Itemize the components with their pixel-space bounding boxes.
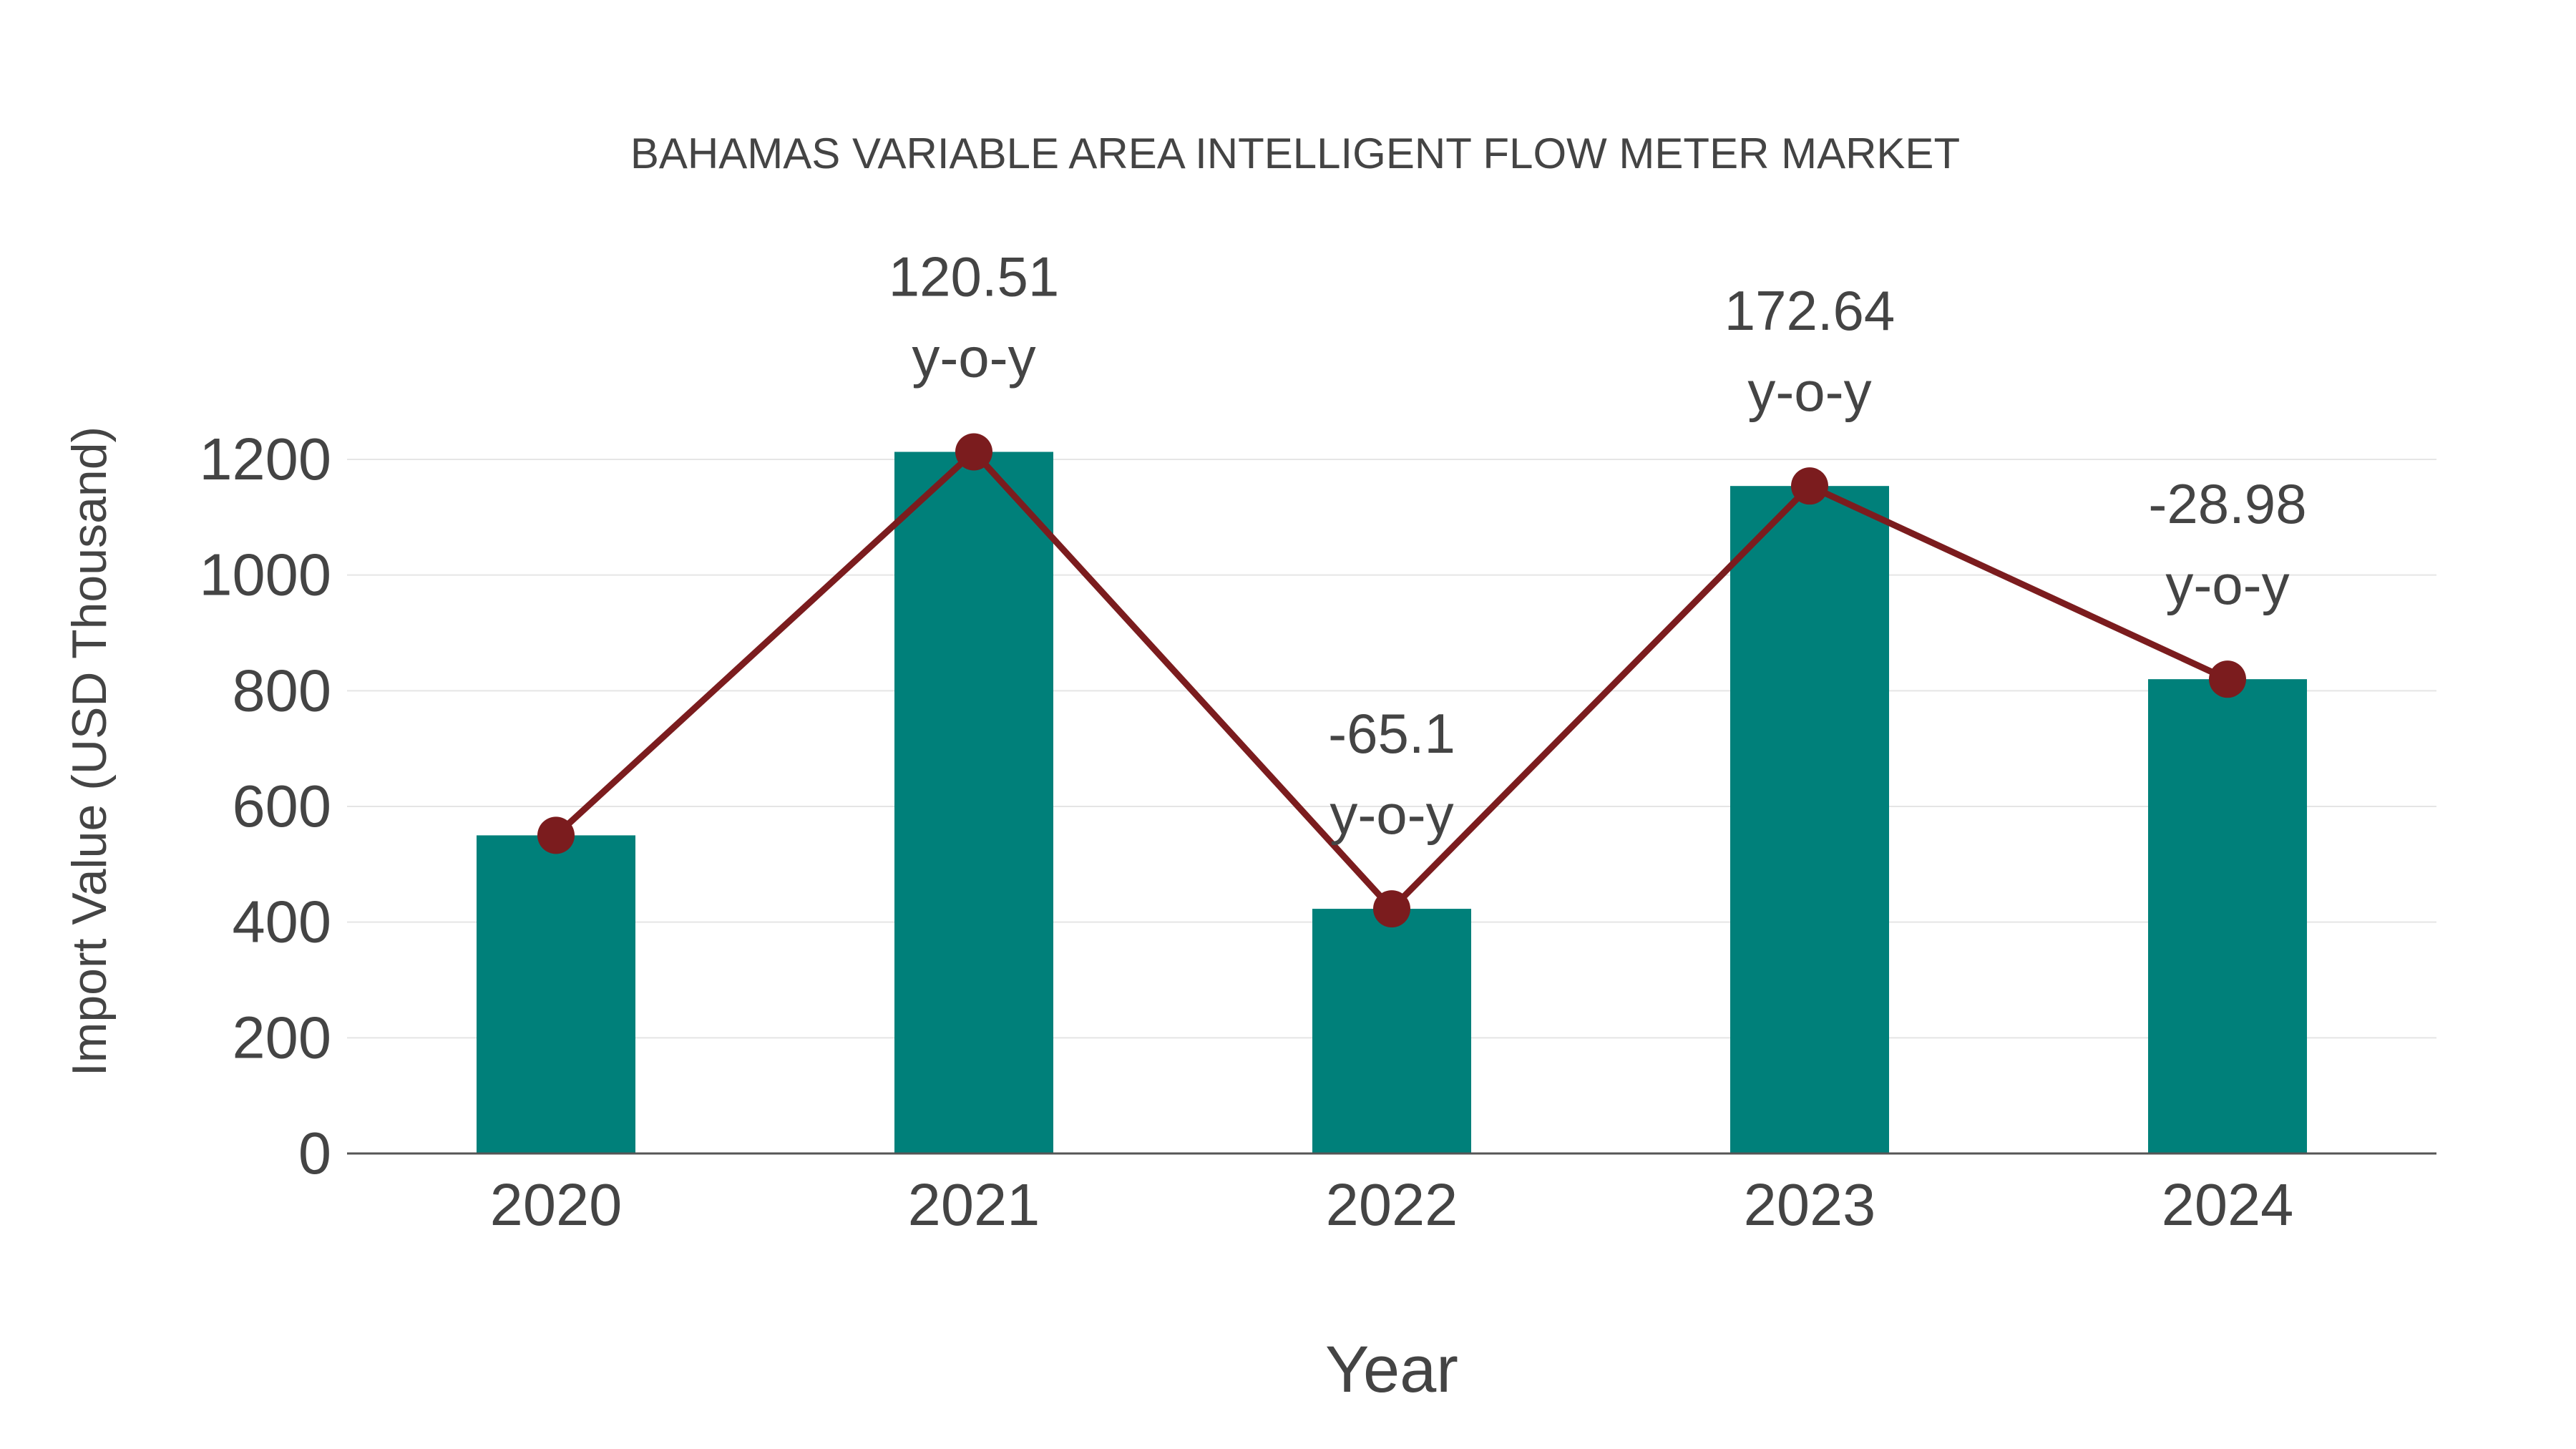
y-tick-label: 0	[298, 1120, 331, 1186]
bars	[477, 452, 2307, 1153]
bar	[1730, 486, 1889, 1153]
line-marker	[1373, 890, 1410, 928]
line-marker	[537, 816, 575, 854]
x-tick-label: 2022	[1326, 1171, 1458, 1238]
line-series	[537, 433, 2246, 928]
annotation-suffix: y-o-y	[1747, 360, 1871, 423]
bar	[894, 452, 1053, 1153]
annotation-value: 120.51	[889, 245, 1060, 308]
y-axis-title: Import Value (USD Thousand)	[62, 426, 117, 1076]
line-marker	[2209, 660, 2246, 698]
y-tick-label: 1000	[199, 542, 331, 608]
y-tick-label: 800	[233, 657, 331, 723]
bar	[2148, 679, 2307, 1153]
y-tick-label: 200	[233, 1004, 331, 1070]
bar	[477, 835, 635, 1153]
x-tick-label: 2024	[2162, 1171, 2294, 1238]
y-tick-label: 600	[233, 773, 331, 839]
gridlines	[347, 459, 2436, 1039]
x-tick-label: 2021	[908, 1171, 1040, 1238]
x-axis-title: Year	[1325, 1333, 1458, 1406]
line-marker	[1791, 467, 1828, 505]
bar	[1312, 909, 1471, 1153]
axes: 0 200 400 600 800 1000 1200 2020 2021 2022 2023 202…	[199, 426, 2436, 1238]
line-marker	[955, 433, 992, 471]
annotation-value: -65.1	[1328, 702, 1455, 765]
y-tick-label: 400	[233, 889, 331, 955]
annotation-suffix: y-o-y	[1330, 783, 1453, 846]
x-tick-label: 2020	[490, 1171, 623, 1238]
annotation-suffix: y-o-y	[912, 326, 1035, 389]
annotation-value: 172.64	[1724, 279, 1896, 342]
annotations: 120.51 y-o-y -65.1 y-o-y 172.64 y-o-y -28.98 y-…	[889, 245, 2307, 846]
x-tick-label: 2023	[1744, 1171, 1876, 1238]
y-tick-label: 1200	[199, 426, 331, 492]
annotation-suffix: y-o-y	[2165, 553, 2289, 616]
annotation-value: -28.98	[2148, 472, 2306, 535]
chart-title: BAHAMAS VARIABLE AREA INTELLIGENT FLOW M…	[630, 130, 1960, 177]
